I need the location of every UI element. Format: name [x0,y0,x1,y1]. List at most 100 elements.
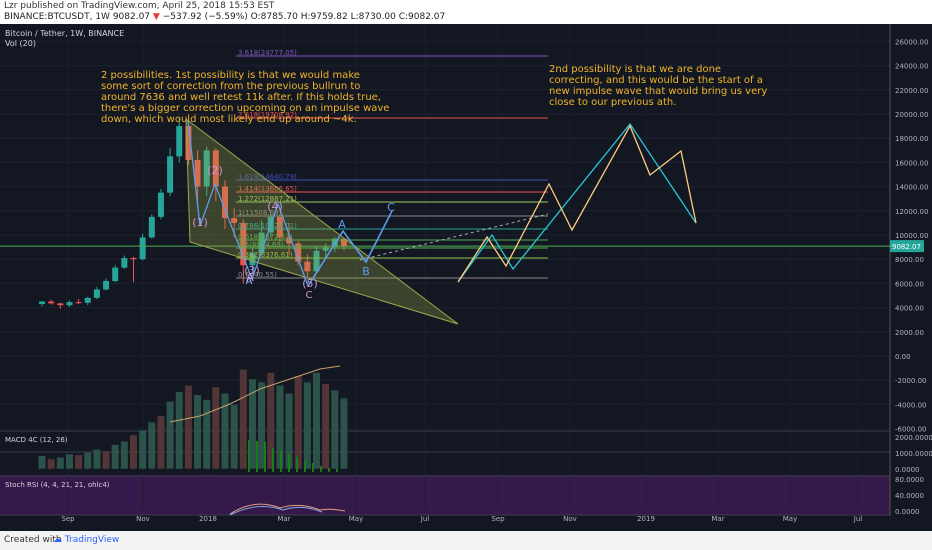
volume-bar [267,372,275,469]
fib-level-label: 1.272(12887.21) [238,195,297,203]
y-tick-label: 10000.00 [895,232,928,240]
symbol-price: BINANCE:BTCUSDT, 1W 9082.07 [4,12,151,22]
volume-bar [75,455,83,469]
annotation-right: 2nd possibility is that we are done corre… [549,64,767,108]
x-tick-label: Jul [420,515,430,523]
y-tick-label: -6000.00 [895,426,926,434]
fib-level-label: 0(6440.55) [238,271,277,279]
candle-body [258,232,265,254]
abc-correction-path [307,210,393,287]
macd-tick-label: 2000.0000 [895,434,932,442]
elliott-wave-label: (5) [302,277,318,290]
macd-bar [264,442,266,472]
volume-ma-line [169,365,341,423]
volume-bar [148,422,156,469]
y-tick-label: -2000.00 [895,377,926,385]
macd-bar [312,463,314,472]
candle-body [75,302,82,304]
y-tick-label: 22000.00 [895,87,928,95]
candle-body [167,156,174,193]
fib-level-label: 0.5(8974.69) [238,241,284,249]
ohlc-values: O:8785.70 H:9759.82 L:8730.00 C:9082.07 [250,12,446,22]
y-tick-label: 20000.00 [895,111,928,119]
candle-body [194,159,201,187]
candle-body [276,216,283,238]
annotation-line: down, which would most likely end up aro… [101,114,357,125]
fib-level-label: 1(11508.68) [238,209,282,217]
created-with-text: Created with [4,535,62,545]
elliott-label-a-wave: A [246,276,253,287]
candle-body [295,243,302,262]
y-tick-label: 26000.00 [895,38,928,46]
elliott-wave-label: A [246,271,254,284]
volume-bar [56,457,64,469]
x-tick-label: May [349,515,363,523]
macd-bar [336,469,338,472]
stoch-rsi-tick-label: 40.0000 [895,492,924,500]
candle-body [185,126,192,160]
header-bar: Lzr published on TradingView.com, April … [0,0,932,24]
down-arrow-icon: ▼ [152,12,160,22]
stoch-rsi-tick-label: 80.0000 [895,476,924,484]
volume-bar [84,452,92,469]
volume-bar [285,393,293,469]
candle-body [157,192,164,217]
annotation-line: close to our previous ath. [549,97,676,108]
macd-bar [248,440,250,472]
candle-body [84,297,91,303]
candle-body [48,301,55,304]
fib-level-label: 0.786(10424.01) [238,222,297,230]
candle-body [212,150,219,187]
y-tick-label: 8000.00 [895,256,924,264]
projection-cyan-path [457,122,697,283]
elliott-wave-path [187,119,309,287]
y-tick-label: 24000.00 [895,63,928,71]
fib-level-label: 0.382(8376.81) [238,251,293,259]
volume-bar [313,372,320,469]
fib-level-label: 1.414(13606.65) [238,185,297,193]
macd-bar [296,457,298,472]
candle-body [222,186,228,219]
volume-bar [276,385,284,469]
candle-body [231,218,238,223]
price-chart[interactable]: 26000.00 24000.00 22000.00 20000.00 18000.00… [0,24,932,531]
volume-bar [230,404,238,469]
tradingview-logo[interactable]: ☁ TradingView [53,535,120,545]
chart-title: Bitcoin / Tether, 1W, BINANCE [5,29,124,38]
volume-bar [157,415,165,469]
candle-body [249,253,256,266]
volume-bar [111,444,119,469]
elliott-label-c-wave: C [306,290,313,301]
volume-bar [258,382,266,469]
volume-bar [322,383,330,469]
candle-body [148,216,155,238]
x-tick-label: Mar [277,515,290,523]
y-tick-label: -4000.00 [895,401,926,409]
candle-body [322,247,329,251]
macd-bar [328,468,330,472]
current-price-tag [890,240,924,253]
annotation-line: around 7636 and well retest 11k after. I… [101,92,381,103]
volume-bar [166,401,174,469]
volume-bar [194,395,202,469]
abc-wave-label: C [387,201,395,214]
volume-bar [212,387,220,469]
x-tick-label: Jul [853,515,863,523]
annotation-line: 2nd possibility is that we are done [549,64,721,75]
x-tick-label: Sep [491,515,505,523]
tradingview-brand: TradingView [64,535,120,545]
volume-bar [221,393,229,469]
candle-body [304,261,311,272]
y-tick-label: 12000.00 [895,208,928,216]
volume-bar [331,390,339,469]
annotation-line: correcting, and this would be the start … [549,75,763,86]
annotation-line: 2 possibilities. 1st possibility is that… [101,70,360,81]
abc-wave-label: B [362,265,370,278]
macd-tick-label: 0.0000 [895,466,920,474]
fib-level-label: 2.618(19708.92) [238,111,297,119]
candle-body [121,257,128,268]
elliott-wave-label: (1) [192,216,208,229]
candle-body [130,257,137,260]
volume-bar [120,441,128,469]
stoch-rsi-band [0,475,890,515]
